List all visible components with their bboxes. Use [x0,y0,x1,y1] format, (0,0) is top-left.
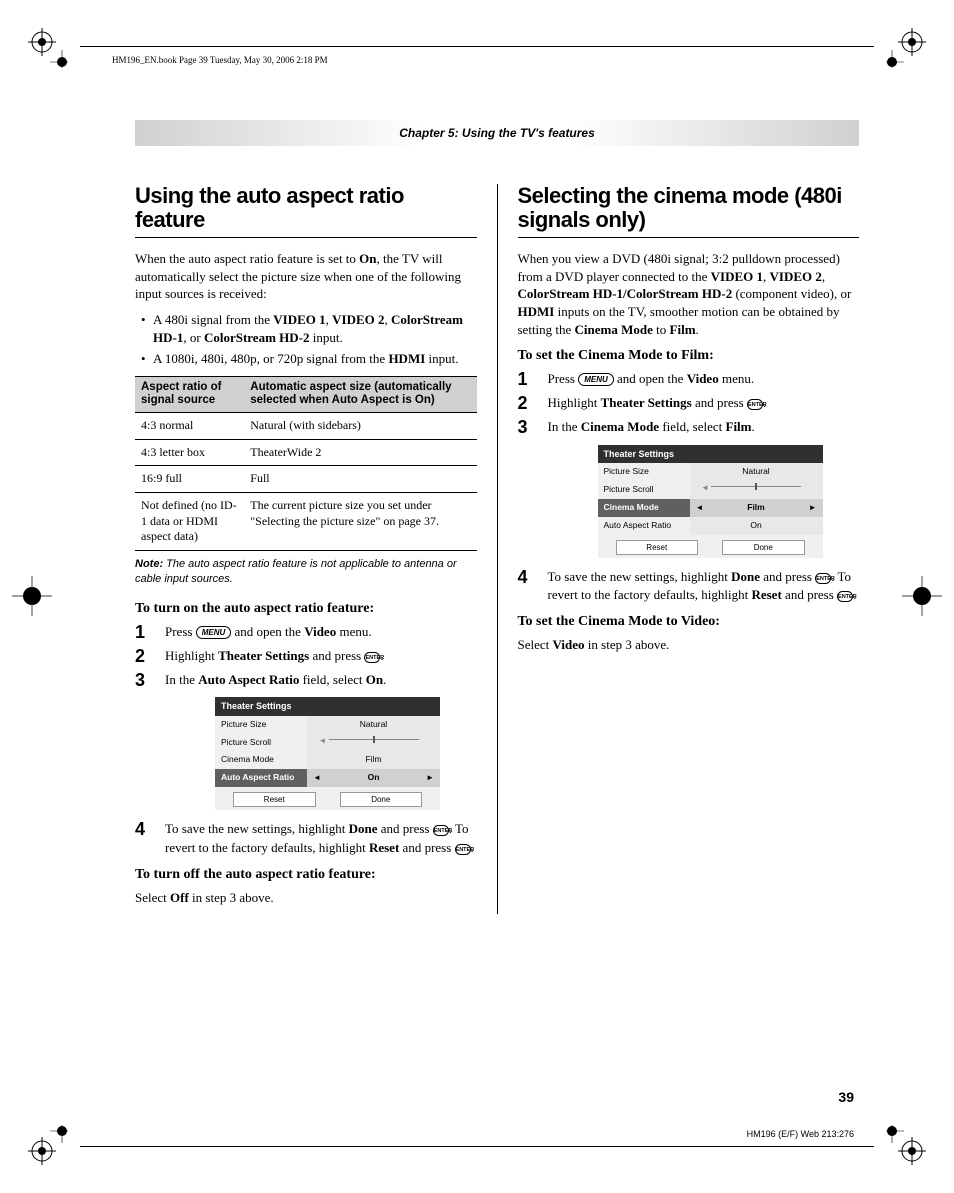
r-step-2: Highlight Theater Settings and press ENT… [518,394,860,412]
step-4: To save the new settings, highlight Done… [135,820,477,856]
enter-icon: ENTER [747,399,763,410]
right-column: Selecting the cinema mode (480i signals … [518,184,860,914]
theater-settings-left: Theater Settings Picture SizeNatural Pic… [215,697,440,810]
left-intro: When the auto aspect ratio feature is se… [135,250,477,303]
note: Note: The auto aspect ratio feature is n… [135,557,477,587]
enter-icon: ENTER [815,573,831,584]
steps-on: Press MENU and open the Video menu. High… [135,623,477,857]
aspect-table: Aspect ratio of signal source Automatic … [135,376,477,551]
sub-on: To turn on the auto aspect ratio feature… [135,601,477,617]
steps-film: Press MENU and open the Video menu. High… [518,370,860,604]
r-step-3: In the Cinema Mode field, select Film. T… [518,418,860,558]
sub-film: To set the Cinema Mode to Film: [518,348,860,364]
book-line: HM196_EN.book Page 39 Tuesday, May 30, 2… [112,55,328,65]
menu-icon: MENU [196,626,232,639]
footer-code: HM196 (E/F) Web 213:276 [747,1129,854,1139]
chapter-banner: Chapter 5: Using the TV's features [135,120,859,146]
step-3: In the Auto Aspect Ratio field, select O… [135,671,477,811]
rule [518,237,860,238]
bullet-1: A 480i signal from the VIDEO 1, VIDEO 2,… [135,311,477,346]
right-heading: Selecting the cinema mode (480i signals … [518,184,860,232]
video-text: Select Video in step 3 above. [518,636,860,654]
reg-mark-right [902,576,942,620]
left-column: Using the auto aspect ratio feature When… [135,184,477,914]
r-step-1: Press MENU and open the Video menu. [518,370,860,388]
enter-icon: ENTER [433,825,449,836]
bullet-2: A 1080i, 480i, 480p, or 720p signal from… [135,350,477,368]
sub-off: To turn off the auto aspect ratio featur… [135,867,477,883]
page-content: Chapter 5: Using the TV's features Using… [135,120,859,914]
r-step-4: To save the new settings, highlight Done… [518,568,860,604]
th-auto: Automatic aspect size (automatically sel… [244,376,476,413]
th-source: Aspect ratio of signal source [135,376,244,413]
theater-settings-right: Theater Settings Picture SizeNatural Pic… [598,445,823,558]
enter-icon: ENTER [837,591,853,602]
step-1: Press MENU and open the Video menu. [135,623,477,641]
enter-icon: ENTER [364,652,380,663]
reg-mark-left [12,576,52,620]
column-divider [497,184,498,914]
left-bullets: A 480i signal from the VIDEO 1, VIDEO 2,… [135,311,477,368]
page-number: 39 [838,1089,854,1105]
crop-mark-tr [886,28,926,68]
right-intro: When you view a DVD (480i signal; 3:2 pu… [518,250,860,338]
step-2: Highlight Theater Settings and press ENT… [135,647,477,665]
off-text: Select Off in step 3 above. [135,889,477,907]
menu-icon: MENU [578,373,614,386]
sub-video: To set the Cinema Mode to Video: [518,614,860,630]
enter-icon: ENTER [455,844,471,855]
crop-mark-br [886,1125,926,1165]
left-heading: Using the auto aspect ratio feature [135,184,477,232]
crop-mark-tl [28,28,68,68]
rule [135,237,477,238]
crop-mark-bl [28,1125,68,1165]
